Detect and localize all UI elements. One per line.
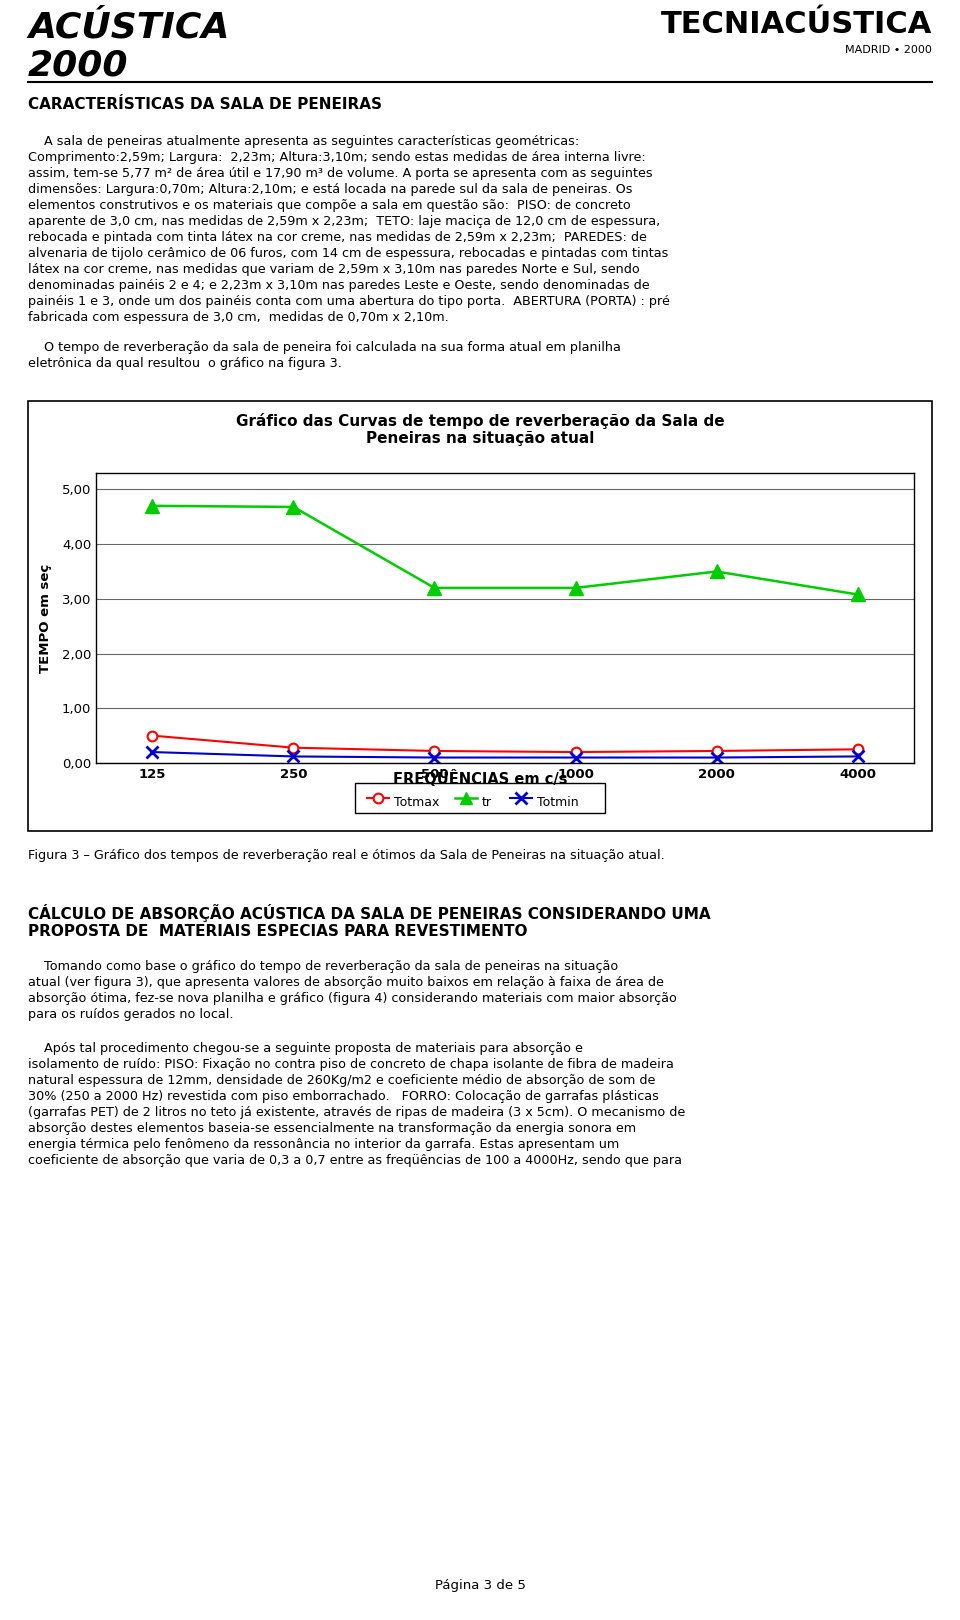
Text: FREQÜÊNCIAS em c/s: FREQÜÊNCIAS em c/s	[393, 770, 567, 786]
Text: Página 3 de 5: Página 3 de 5	[435, 1580, 525, 1592]
Text: O tempo de reverberação da sala de peneira foi calculada na sua forma atual em p: O tempo de reverberação da sala de penei…	[28, 340, 621, 355]
Text: Figura 3 – Gráfico dos tempos de reverberação real e ótimos da Sala de Peneiras : Figura 3 – Gráfico dos tempos de reverbe…	[28, 849, 664, 862]
Text: fabricada com espessura de 3,0 cm,  medidas de 0,70m x 2,10m.: fabricada com espessura de 3,0 cm, medid…	[28, 311, 448, 324]
Text: absorção ótima, fez-se nova planilha e gráfico (figura 4) considerando materiais: absorção ótima, fez-se nova planilha e g…	[28, 991, 677, 1004]
Text: tr: tr	[482, 795, 492, 808]
Text: dimensões: Largura:0,70m; Altura:2,10m; e está locada na parede sul da sala de p: dimensões: Largura:0,70m; Altura:2,10m; …	[28, 183, 633, 196]
Text: alvenaria de tijolo cerâmico de 06 furos, com 14 cm de espessura, rebocadas e pi: alvenaria de tijolo cerâmico de 06 furos…	[28, 246, 668, 259]
Text: denominadas painéis 2 e 4; e 2,23m x 3,10m nas paredes Leste e Oeste, sendo deno: denominadas painéis 2 e 4; e 2,23m x 3,1…	[28, 279, 650, 292]
Text: MADRID • 2000: MADRID • 2000	[845, 45, 932, 55]
Text: rebocada e pintada com tinta látex na cor creme, nas medidas de 2,59m x 2,23m;  : rebocada e pintada com tinta látex na co…	[28, 232, 647, 245]
Text: coeficiente de absorção que varia de 0,3 a 0,7 entre as freqüências de 100 a 400: coeficiente de absorção que varia de 0,3…	[28, 1153, 682, 1166]
Text: Peneiras na situação atual: Peneiras na situação atual	[366, 431, 594, 446]
Text: Comprimento:2,59m; Largura:  2,23m; Altura:3,10m; sendo estas medidas de área in: Comprimento:2,59m; Largura: 2,23m; Altur…	[28, 151, 646, 164]
Text: elementos construtivos e os materiais que compõe a sala em questão são:  PISO: d: elementos construtivos e os materiais qu…	[28, 199, 631, 212]
Text: isolamento de ruído: PISO: Fixação no contra piso de concreto de chapa isolante : isolamento de ruído: PISO: Fixação no co…	[28, 1058, 674, 1071]
Text: ACÚSTICA: ACÚSTICA	[28, 10, 229, 44]
Text: energia térmica pelo fenômeno da ressonância no interior da garrafa. Estas apres: energia térmica pelo fenômeno da ressonâ…	[28, 1137, 619, 1150]
Text: natural espessura de 12mm, densidade de 260Kg/m2 e coeficiente médio de absorção: natural espessura de 12mm, densidade de …	[28, 1074, 656, 1087]
Text: Após tal procedimento chegou-se a seguinte proposta de materiais para absorção e: Após tal procedimento chegou-se a seguin…	[28, 1042, 583, 1055]
Text: TECNIACÚSTICA: TECNIACÚSTICA	[660, 10, 932, 39]
Bar	[28, 402, 932, 831]
Text: Tomando como base o gráfico do tempo de reverberação da sala de peneiras na situ: Tomando como base o gráfico do tempo de …	[28, 961, 618, 974]
Text: látex na cor creme, nas medidas que variam de 2,59m x 3,10m nas paredes Norte e : látex na cor creme, nas medidas que vari…	[28, 262, 639, 275]
Text: atual (ver figura 3), que apresenta valores de absorção muito baixos em relação : atual (ver figura 3), que apresenta valo…	[28, 975, 664, 988]
Text: aparente de 3,0 cm, nas medidas de 2,59m x 2,23m;  TETO: laje maciça de 12,0 cm : aparente de 3,0 cm, nas medidas de 2,59m…	[28, 215, 660, 228]
Text: TEMPO em seç: TEMPO em seç	[39, 564, 53, 672]
Text: painéis 1 e 3, onde um dos painéis conta com uma abertura do tipo porta.  ABERTU: painéis 1 e 3, onde um dos painéis conta…	[28, 295, 670, 308]
Text: CÁLCULO DE ABSORÇÃO ACÚSTICA DA SALA DE PENEIRAS CONSIDERANDO UMA: CÁLCULO DE ABSORÇÃO ACÚSTICA DA SALA DE …	[28, 904, 710, 922]
Text: 30% (250 a 2000 Hz) revestida com piso emborrachado.   FORRO: Colocação de garra: 30% (250 a 2000 Hz) revestida com piso e…	[28, 1090, 659, 1103]
Text: para os ruídos gerados no local.: para os ruídos gerados no local.	[28, 1008, 233, 1021]
Bar	[355, 782, 605, 813]
Text: absorção destes elementos baseia-se essencialmente na transformação da energia s: absorção destes elementos baseia-se esse…	[28, 1123, 636, 1136]
Text: Totmin: Totmin	[537, 795, 579, 808]
Text: CARACTERÍSTICAS DA SALA DE PENEIRAS: CARACTERÍSTICAS DA SALA DE PENEIRAS	[28, 97, 382, 112]
Text: (garrafas PET) de 2 litros no teto já existente, através de ripas de madeira (3 : (garrafas PET) de 2 litros no teto já ex…	[28, 1106, 685, 1119]
Text: 2000: 2000	[28, 49, 129, 83]
Text: Totmax: Totmax	[394, 795, 440, 808]
Text: eletrônica da qual resultou  o gráfico na figura 3.: eletrônica da qual resultou o gráfico na…	[28, 356, 342, 369]
Text: A sala de peneiras atualmente apresenta as seguintes características geométricas: A sala de peneiras atualmente apresenta …	[28, 134, 579, 147]
Text: Gráfico das Curvas de tempo de reverberação da Sala de: Gráfico das Curvas de tempo de reverbera…	[236, 413, 724, 429]
Text: PROPOSTA DE  MATERIAIS ESPECIAS PARA REVESTIMENTO: PROPOSTA DE MATERIAIS ESPECIAS PARA REVE…	[28, 923, 527, 940]
Text: assim, tem-se 5,77 m² de área útil e 17,90 m³ de volume. A porta se apresenta co: assim, tem-se 5,77 m² de área útil e 17,…	[28, 167, 653, 180]
